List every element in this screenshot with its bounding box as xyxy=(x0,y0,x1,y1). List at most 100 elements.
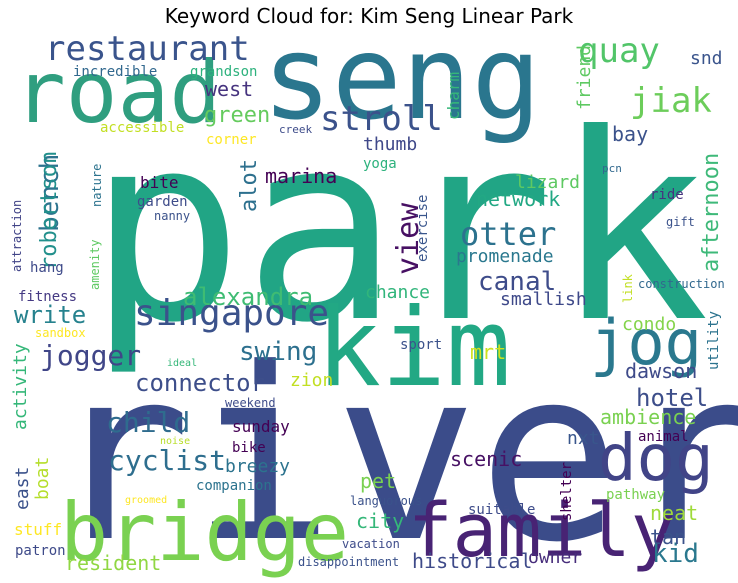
word-robertson: robertson xyxy=(37,151,62,270)
word-bridge: bridge xyxy=(60,486,349,579)
word-kim: kim xyxy=(316,286,511,411)
word-park: park xyxy=(88,79,709,379)
word-incredible: incredible xyxy=(73,64,157,80)
word-animal: animal xyxy=(638,429,689,445)
word-smallish: smallish xyxy=(500,289,587,310)
word-lizard: lizard xyxy=(515,172,580,193)
word-west: west xyxy=(205,77,253,101)
word-sport: sport xyxy=(400,337,442,353)
word-resident: resident xyxy=(65,551,161,575)
word-owner: owner xyxy=(528,547,582,568)
word-singapore: singapore xyxy=(134,293,329,334)
word-hotel: hotel xyxy=(636,384,708,412)
word-cyclist: cyclist xyxy=(108,444,226,477)
word-nxt: nxt xyxy=(567,428,600,449)
word-otter: otter xyxy=(460,215,556,253)
word-chance: chance xyxy=(365,282,430,303)
word-network: network xyxy=(476,187,560,211)
word-nature: nature xyxy=(90,164,104,207)
word-creek: creek xyxy=(279,123,312,136)
word-utility: utility xyxy=(706,311,722,370)
word-city: city xyxy=(356,509,404,533)
word-hang: hang xyxy=(30,260,64,276)
word-bite: bite xyxy=(140,173,179,192)
word-patron: patron xyxy=(15,543,66,559)
word-afternoon: afternoon xyxy=(699,153,724,272)
word-dog: dog xyxy=(598,422,714,496)
word-pcn: pcn xyxy=(602,162,622,175)
word-mrt: mrt xyxy=(470,340,506,364)
word-bike: bike xyxy=(232,440,266,456)
word-ideal: ideal xyxy=(167,358,197,369)
word-jiak: jiak xyxy=(630,81,712,121)
word-zion: zion xyxy=(290,370,333,391)
word-bay: bay xyxy=(612,122,648,146)
word-child: child xyxy=(106,406,190,439)
chart-title: Keyword Cloud for: Kim Seng Linear Park xyxy=(164,4,574,28)
word-neat: neat xyxy=(650,501,698,525)
word-road: road xyxy=(14,43,221,143)
word-gift: gift xyxy=(666,215,695,229)
word-stuff: stuff xyxy=(14,520,62,539)
word-garden: garden xyxy=(137,194,188,210)
word-pet: pet xyxy=(360,469,396,493)
word-exercise: exercise xyxy=(415,195,431,262)
word-scenic: scenic xyxy=(450,447,522,471)
word-nanny: nanny xyxy=(154,209,190,223)
word-ambience: ambience xyxy=(600,405,696,429)
word-link: link xyxy=(621,273,635,303)
word-family: family xyxy=(408,488,675,574)
word-ride: ride xyxy=(650,187,684,203)
word-grandson: grandson xyxy=(190,64,257,80)
word-thumb: thumb xyxy=(363,134,417,155)
word-shelter: shelter xyxy=(559,462,575,521)
word-view: view xyxy=(391,202,426,275)
word-write: write xyxy=(14,301,86,329)
word-fitness: fitness xyxy=(18,289,77,305)
word-seng: seng xyxy=(262,11,541,146)
word-construction: construction xyxy=(638,277,725,291)
word-promenade: promenade xyxy=(456,246,554,267)
word-accessible: accessible xyxy=(100,120,184,136)
word-boat: boat xyxy=(32,457,53,500)
word-yoga: yoga xyxy=(363,156,397,172)
word-activity: activity xyxy=(10,343,31,430)
word-sunday: sunday xyxy=(232,417,290,436)
word-breezy: breezy xyxy=(225,456,290,477)
word-alexandra: alexandra xyxy=(183,283,313,311)
word-sandbox: sandbox xyxy=(35,326,86,340)
word-condo: condo xyxy=(622,314,676,335)
word-jog: jog xyxy=(590,306,702,379)
word-canal: canal xyxy=(478,267,556,297)
word-river: river xyxy=(48,318,738,583)
word-green: green xyxy=(204,103,270,128)
word-kid: kid xyxy=(652,539,699,569)
word-stroll: stroll xyxy=(320,99,443,139)
word-historical: historical xyxy=(412,549,532,573)
word-charm: charm xyxy=(444,72,463,120)
word-attraction: attraction xyxy=(10,200,24,272)
word-friend: friend xyxy=(574,45,595,110)
word-languorous: languorous xyxy=(350,494,422,508)
word-jogger: jogger xyxy=(40,339,141,372)
word-companion: companion xyxy=(196,478,272,494)
word-pathway: pathway xyxy=(606,487,665,503)
word-dawson: dawson xyxy=(625,359,697,383)
word-noise: noise xyxy=(160,436,190,447)
word-amenity: amenity xyxy=(88,239,102,290)
word-suitable: suitable xyxy=(468,502,535,518)
word-disappointment: disappointment xyxy=(298,555,399,569)
word-connector: connector xyxy=(135,369,265,397)
word-east: east xyxy=(12,467,33,510)
word-alot: alot xyxy=(237,159,262,212)
word-vacation: vacation xyxy=(342,537,400,551)
word-marina: marina xyxy=(265,164,337,188)
word-groomed: groomed xyxy=(125,495,167,506)
word-swing: swing xyxy=(239,337,317,367)
word-tan: tan xyxy=(650,525,686,549)
word-bench: bench xyxy=(35,154,65,232)
word-corner: corner xyxy=(206,132,257,148)
word-quay: quay xyxy=(578,31,660,71)
